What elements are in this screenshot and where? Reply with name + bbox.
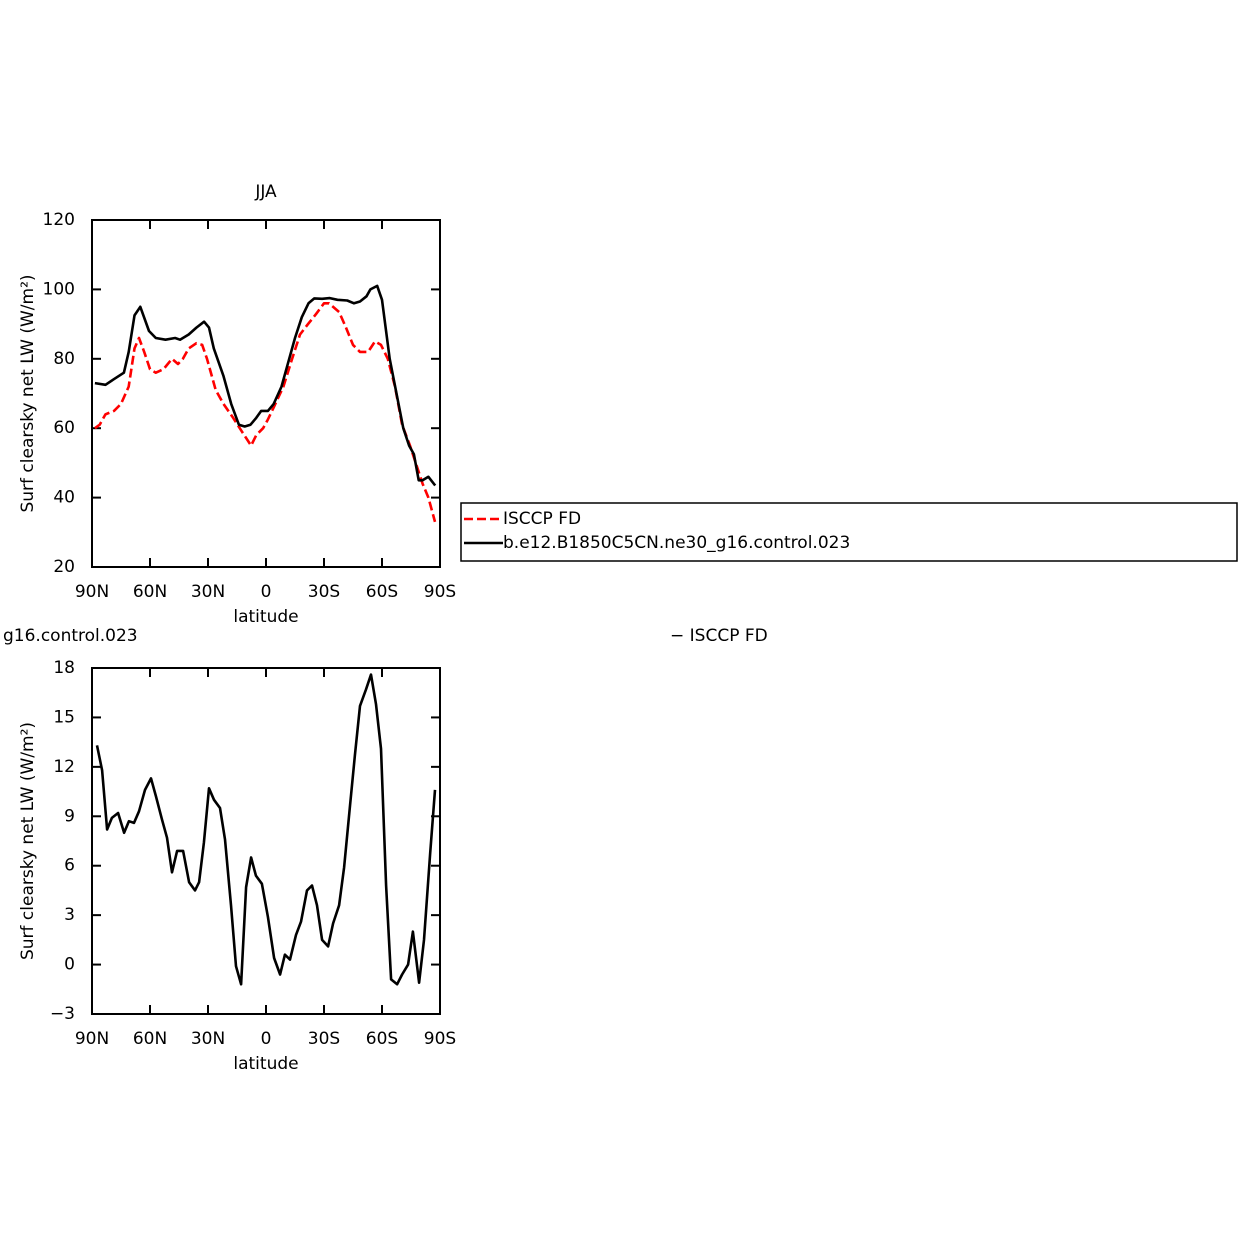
y-tick-label: 0 — [64, 955, 75, 975]
legend-label: ISCCP FD — [503, 509, 581, 529]
legend-box — [460, 502, 1238, 562]
x-tick-label: 30S — [308, 1029, 340, 1049]
y-tick-label: 6 — [64, 856, 75, 876]
x-tick-label: 0 — [261, 582, 272, 602]
y-tick-label: 60 — [53, 418, 75, 438]
x-tick-label: 30N — [191, 582, 225, 602]
y-tick-label: 80 — [53, 349, 75, 369]
x-tick-label: 60S — [366, 582, 398, 602]
x-tick-label: 30S — [308, 582, 340, 602]
chart-title: JJA — [254, 182, 277, 202]
y-tick-label: 9 — [64, 806, 75, 826]
data-line — [94, 284, 437, 487]
data-line — [95, 673, 437, 986]
y-tick-label: −3 — [50, 1004, 75, 1024]
x-tick-label: 90S — [424, 582, 456, 602]
y-axis-label: Surf clearsky net LW (W/m²) — [18, 274, 38, 512]
y-tick-label: 120 — [43, 210, 75, 230]
y-tick-label: 40 — [53, 488, 75, 508]
plot-frame — [91, 219, 441, 568]
x-tick-label: 60N — [133, 582, 167, 602]
data-line — [94, 302, 437, 523]
x-tick-label: 0 — [261, 1029, 272, 1049]
x-axis-label: latitude — [233, 1054, 298, 1074]
y-tick-label: 12 — [53, 757, 75, 777]
y-tick-label: 100 — [43, 279, 75, 299]
x-tick-label: 30N — [191, 1029, 225, 1049]
y-tick-label: 15 — [53, 707, 75, 727]
legend-label: b.e12.B1850C5CN.ne30_g16.control.023 — [503, 533, 850, 553]
x-tick-label: 90N — [75, 582, 109, 602]
x-tick-label: 60N — [133, 1029, 167, 1049]
x-tick-label: 90N — [75, 1029, 109, 1049]
x-axis-label: latitude — [233, 607, 298, 627]
x-tick-label: 90S — [424, 1029, 456, 1049]
chart-left-title: g16.control.023 — [3, 626, 138, 646]
chart-right-title: − ISCCP FD — [670, 626, 768, 646]
y-axis-label: Surf clearsky net LW (W/m²) — [18, 722, 38, 960]
x-tick-label: 60S — [366, 1029, 398, 1049]
y-tick-label: 20 — [53, 557, 75, 577]
plot-frame — [91, 667, 441, 1015]
y-tick-label: 3 — [64, 905, 75, 925]
y-tick-label: 18 — [53, 658, 75, 678]
